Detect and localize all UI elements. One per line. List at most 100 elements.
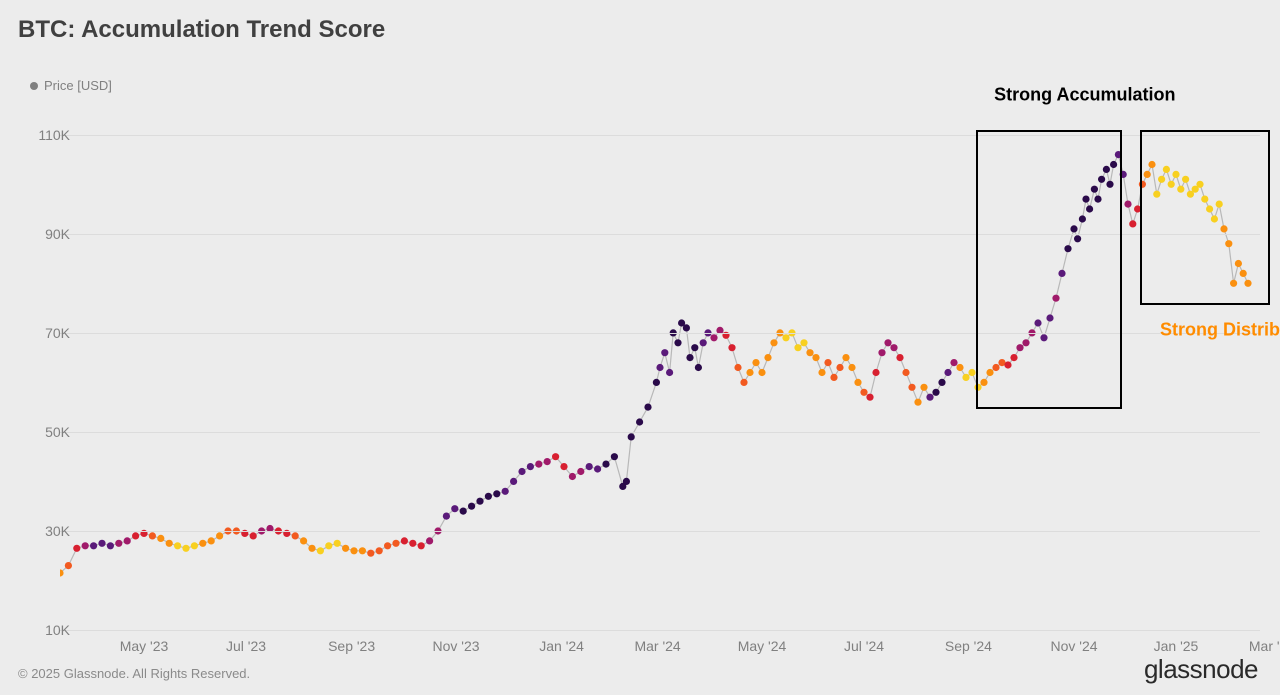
data-point: [1153, 191, 1160, 198]
data-point: [830, 374, 837, 381]
data-point: [392, 540, 399, 547]
data-point: [90, 542, 97, 549]
data-point: [1016, 344, 1023, 351]
data-point: [691, 344, 698, 351]
data-point: [1110, 161, 1117, 168]
data-point: [666, 369, 673, 376]
data-point: [884, 339, 891, 346]
y-tick-label: 70K: [20, 325, 70, 341]
data-point: [485, 493, 492, 500]
data-point: [1058, 270, 1065, 277]
y-tick-label: 30K: [20, 523, 70, 539]
x-tick-label: Jan '25: [1154, 638, 1199, 654]
legend-dot-icon: [30, 82, 38, 90]
data-point: [1177, 186, 1184, 193]
data-point: [1168, 181, 1175, 188]
data-point: [1098, 176, 1105, 183]
data-point: [502, 488, 509, 495]
x-tick-label: May '24: [738, 638, 787, 654]
data-point: [1079, 215, 1086, 222]
data-point: [854, 379, 861, 386]
data-point: [1244, 280, 1251, 287]
gridline: [60, 531, 1260, 532]
x-tick-label: Jul '24: [844, 638, 884, 654]
data-point: [623, 478, 630, 485]
x-tick-label: Mar '24: [634, 638, 680, 654]
data-point: [1052, 295, 1059, 302]
data-point: [800, 339, 807, 346]
data-point: [602, 461, 609, 468]
data-point: [653, 379, 660, 386]
data-point: [734, 364, 741, 371]
data-point: [476, 498, 483, 505]
data-point: [824, 359, 831, 366]
data-point: [1158, 176, 1165, 183]
data-point: [451, 505, 458, 512]
data-point: [1182, 176, 1189, 183]
gridline: [60, 333, 1260, 334]
data-point: [758, 369, 765, 376]
price-line: [60, 155, 1248, 573]
data-point: [544, 458, 551, 465]
data-point: [292, 532, 299, 539]
data-point: [342, 545, 349, 552]
data-point: [560, 463, 567, 470]
data-point: [1106, 181, 1113, 188]
data-point: [1082, 196, 1089, 203]
y-tick-label: 110K: [20, 127, 70, 143]
data-point: [1211, 215, 1218, 222]
data-point: [334, 540, 341, 547]
data-point: [359, 547, 366, 554]
data-point: [1115, 151, 1122, 158]
x-tick-label: Jan '24: [539, 638, 584, 654]
data-point: [806, 349, 813, 356]
data-point: [1046, 314, 1053, 321]
data-point: [956, 364, 963, 371]
data-point: [914, 399, 921, 406]
data-point: [674, 339, 681, 346]
y-tick-label: 90K: [20, 226, 70, 242]
data-point: [250, 532, 257, 539]
data-point: [443, 513, 450, 520]
data-point: [902, 369, 909, 376]
data-point: [836, 364, 843, 371]
data-point: [728, 344, 735, 351]
data-point: [409, 540, 416, 547]
data-point: [300, 537, 307, 544]
data-point: [1240, 270, 1247, 277]
data-point: [1064, 245, 1071, 252]
data-point: [586, 463, 593, 470]
data-point: [1163, 166, 1170, 173]
data-point: [1220, 225, 1227, 232]
x-tick-label: Jul '23: [226, 638, 266, 654]
data-point: [460, 508, 467, 515]
data-point: [73, 545, 80, 552]
data-point: [216, 532, 223, 539]
data-point: [1040, 334, 1047, 341]
data-point: [1206, 205, 1213, 212]
data-point: [149, 532, 156, 539]
data-point: [82, 542, 89, 549]
data-point: [968, 369, 975, 376]
data-point: [896, 354, 903, 361]
data-point: [636, 418, 643, 425]
data-point: [1010, 354, 1017, 361]
data-point: [950, 359, 957, 366]
data-point: [1235, 260, 1242, 267]
data-point: [527, 463, 534, 470]
data-point: [752, 359, 759, 366]
data-point: [1004, 361, 1011, 368]
data-point: [384, 542, 391, 549]
annotation-label: Strong Distribution: [1160, 320, 1280, 341]
data-point: [1230, 280, 1237, 287]
data-point: [628, 433, 635, 440]
data-point: [974, 384, 981, 391]
data-point: [700, 339, 707, 346]
y-tick-label: 50K: [20, 424, 70, 440]
data-point: [932, 389, 939, 396]
data-point: [980, 379, 987, 386]
gridline: [60, 432, 1260, 433]
data-point: [944, 369, 951, 376]
data-point: [1139, 181, 1146, 188]
data-point: [818, 369, 825, 376]
